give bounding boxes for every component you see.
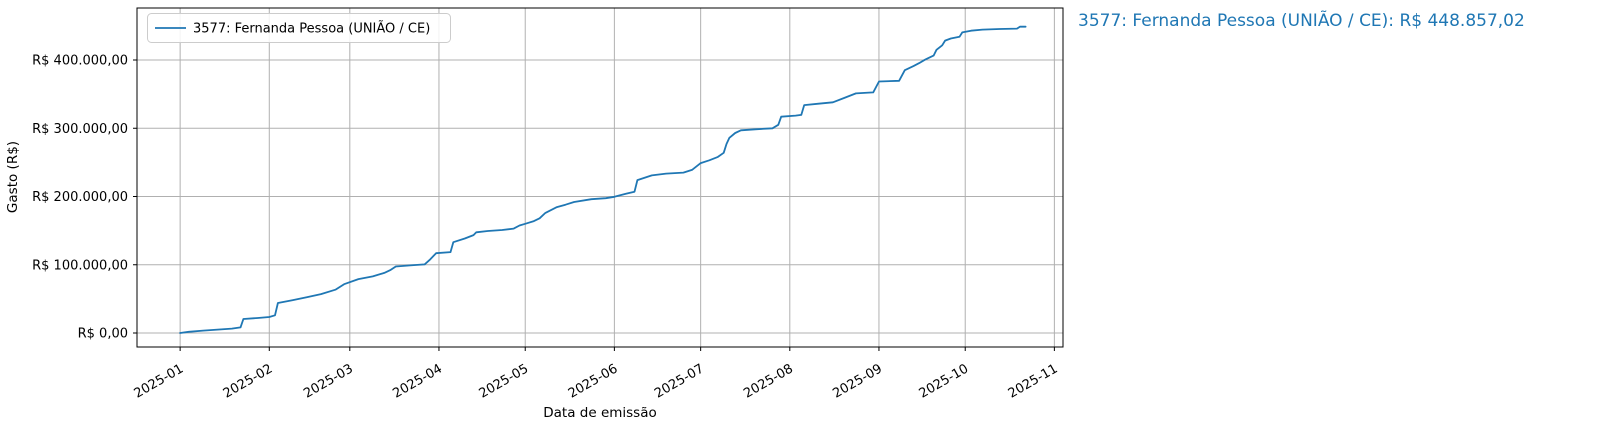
legend-label: 3577: Fernanda Pessoa (UNIÃO / CE) xyxy=(193,21,430,37)
x-axis-label: Data de emissão xyxy=(543,405,657,421)
y-tick-label: R$ 100.000,00 xyxy=(32,258,128,273)
y-tick-label: R$ 400.000,00 xyxy=(32,54,128,69)
plot-border xyxy=(136,7,1064,348)
grid xyxy=(137,8,1063,347)
x-axis: 2025-01 2025-02 2025-03 2025-04 2025-05 2025-… xyxy=(132,347,1061,402)
x-tick-label: 2025-04 xyxy=(390,361,445,401)
x-tick-label: 2025-09 xyxy=(830,361,885,401)
x-tick-label: 2025-11 xyxy=(1006,361,1061,401)
x-tick-label: 2025-02 xyxy=(221,361,276,401)
y-tick-label: R$ 300.000,00 xyxy=(32,122,128,137)
spending-chart-svg: 2025-01 2025-02 2025-03 2025-04 2025-05 2025-… xyxy=(5,7,1064,421)
legend: 3577: Fernanda Pessoa (UNIÃO / CE) xyxy=(147,13,451,43)
spending-chart: 2025-01 2025-02 2025-03 2025-04 2025-05 2025-… xyxy=(5,7,1064,421)
y-axis: R$ 0,00 R$ 100.000,00 R$ 200.000,00 R$ 300.… xyxy=(32,54,137,342)
x-tick-label: 2025-01 xyxy=(132,361,187,401)
final-total-annotation: 3577: Fernanda Pessoa (UNIÃO / CE): R$ 4… xyxy=(1078,11,1525,31)
x-tick-label: 2025-08 xyxy=(741,361,796,401)
y-axis-label: Gasto (R$) xyxy=(5,141,21,213)
y-tick-label: R$ 0,00 xyxy=(78,327,128,342)
x-tick-label: 2025-05 xyxy=(477,361,532,401)
x-tick-label: 2025-10 xyxy=(917,361,972,401)
x-tick-label: 2025-07 xyxy=(652,361,707,401)
x-tick-label: 2025-06 xyxy=(566,361,621,401)
y-tick-label: R$ 200.000,00 xyxy=(32,190,128,205)
x-tick-label: 2025-03 xyxy=(301,361,356,401)
series-line xyxy=(179,25,1027,334)
legend-box xyxy=(147,13,451,43)
